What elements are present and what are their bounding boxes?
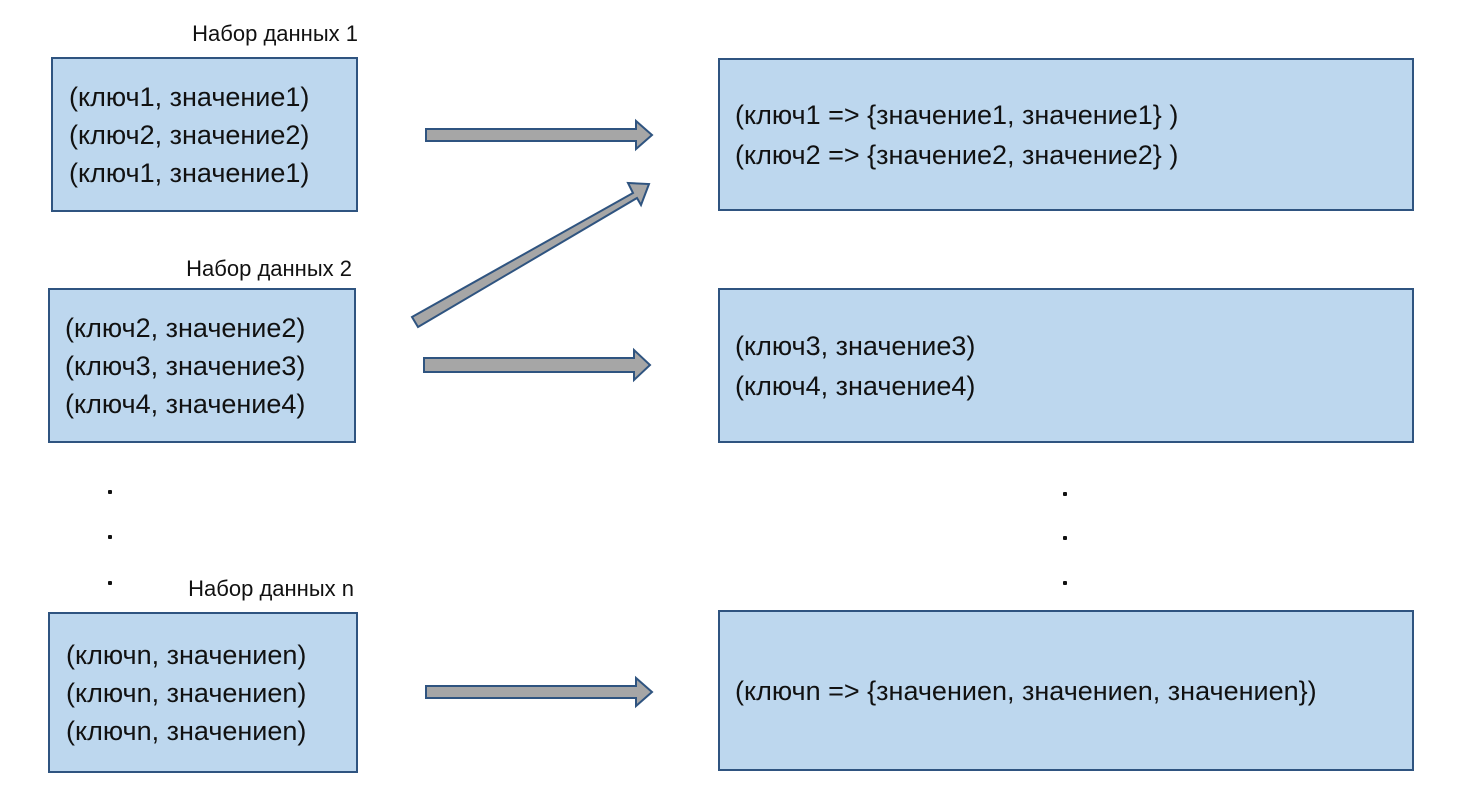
arrow-diagonal-icon <box>410 181 651 329</box>
dataset-n-line-3: (ключn, значениеn) <box>66 715 307 746</box>
dataset-2-box: (ключ2, значение2) (ключ3, значение3) (к… <box>48 288 356 443</box>
ellipsis-dot-right-2 <box>1063 536 1067 540</box>
dataset-2-line-1: (ключ2, значение2) <box>65 312 306 343</box>
arrow-right-icon <box>423 347 652 383</box>
result-2-line-2: (ключ4, значение4) <box>735 370 976 401</box>
arrow-right-icon <box>425 675 654 709</box>
dataset-1-box: (ключ1, значение1) (ключ2, значение2) (к… <box>51 57 358 212</box>
arrow-right-icon <box>425 118 654 152</box>
dataset-2-label: Набор данных 2 <box>186 256 352 281</box>
result-1-box: (ключ1 => {значение1, значение1} ) (ключ… <box>718 58 1414 211</box>
dataset-n-box: (ключn, значениеn) (ключn, значениеn) (к… <box>48 612 358 773</box>
dataset-n-line-1: (ключn, значениеn) <box>66 639 307 670</box>
result-2-box: (ключ3, значение3) (ключ4, значение4) <box>718 288 1414 443</box>
result-n-box: (ключn => {значениеn, значениеn, значени… <box>718 610 1414 771</box>
dataset-2-line-3: (ключ4, значение4) <box>65 388 306 419</box>
dataset-1-label: Набор данных 1 <box>192 21 358 46</box>
ellipsis-dot-right-1 <box>1063 492 1067 496</box>
result-1-line-1: (ключ1 => {значение1, значение1} ) <box>735 99 1179 130</box>
dataset-1-line-3: (ключ1, значение1) <box>69 157 310 188</box>
result-2-line-1: (ключ3, значение3) <box>735 330 976 361</box>
ellipsis-dot-left-1 <box>108 490 112 494</box>
ellipsis-dot-right-3 <box>1063 581 1067 585</box>
ellipsis-dot-left-2 <box>108 535 112 539</box>
dataset-n-label: Набор данных n <box>188 576 354 601</box>
dataset-2-line-2: (ключ3, значение3) <box>65 350 306 381</box>
dataset-1-line-2: (ключ2, значение2) <box>69 119 310 150</box>
result-n-line-1: (ключn => {значениеn, значениеn, значени… <box>735 675 1317 706</box>
ellipsis-dot-left-3 <box>108 581 112 585</box>
dataset-1-line-1: (ключ1, значение1) <box>69 81 310 112</box>
result-1-line-2: (ключ2 => {значение2, значение2} ) <box>735 139 1179 170</box>
dataset-n-line-2: (ключn, значениеn) <box>66 677 307 708</box>
